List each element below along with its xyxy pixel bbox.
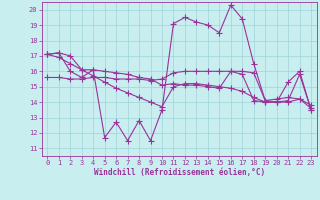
X-axis label: Windchill (Refroidissement éolien,°C): Windchill (Refroidissement éolien,°C)	[94, 168, 265, 177]
